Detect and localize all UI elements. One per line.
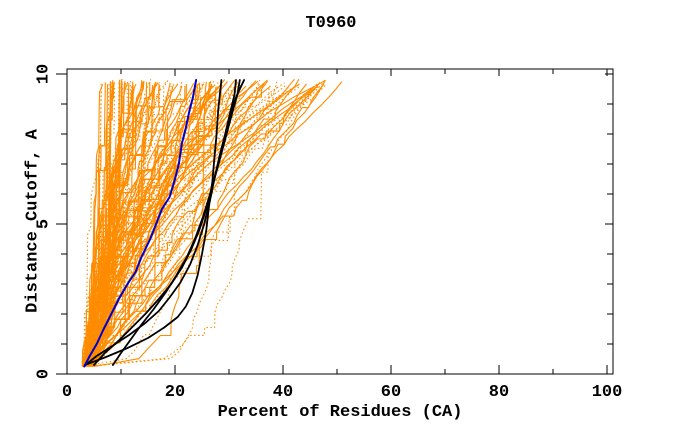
ensemble-model-curve [93,86,219,367]
ensemble-model-curve [87,86,264,367]
ensemble-curves [81,78,343,368]
highlight-curves [83,79,246,368]
ensemble-model-curve [85,84,110,367]
black-model-4-curve [112,79,246,366]
y-tick-label: 5 [35,219,54,229]
ensemble-model-curve [90,80,257,367]
axis-tick-labels: 0 20 40 60 80 100 0 5 10 [35,64,623,402]
ensemble-model-curve [91,82,318,367]
ensemble-model-curve [92,82,254,367]
chart-title: T0960 [305,14,356,33]
ensemble-model-curve [84,83,198,367]
ensemble-model-curve [89,79,122,367]
x-tick-label: 40 [273,383,293,402]
ensemble-model-curve [91,83,265,367]
x-axis-label: Percent of Residues (CA) [218,403,463,422]
ensemble-model-curve [92,84,327,367]
ensemble-model-curve [84,83,224,367]
blue-model-curve [83,79,198,368]
ensemble-model-curve [86,81,126,367]
ensemble-model-curve [84,86,220,367]
ensemble-model-curve [91,79,152,367]
x-tick-label: 100 [592,383,623,402]
y-tick-label: 10 [35,64,54,84]
ensemble-model-curve [83,86,270,368]
ensemble-model-curve [87,84,287,367]
axis-ticks [56,69,613,375]
x-tick-label: 0 [62,383,72,402]
ensemble-model-curve [86,81,212,367]
ensemble-model-curve [93,80,121,367]
ensemble-model-curve [84,79,326,367]
ensemble-model-curve [85,84,112,367]
ensemble-model-curve [95,86,154,367]
ensemble-model-curve [81,86,102,367]
x-tick-label: 80 [489,383,509,402]
plot-frame [66,68,614,375]
black-model-1-curve [83,79,223,366]
ensemble-model-curve [91,82,161,367]
ensemble-model-curve [83,82,173,367]
y-axis-label: Distance Cutoff, A [24,128,43,312]
ensemble-model-curve [91,82,144,367]
x-tick-label: 60 [381,383,401,402]
ensemble-model-curve [90,83,325,367]
plot-border [66,68,614,375]
ensemble-model-curve [86,80,326,367]
y-tick-label: 0 [35,369,54,379]
x-tick-label: 20 [165,383,185,402]
